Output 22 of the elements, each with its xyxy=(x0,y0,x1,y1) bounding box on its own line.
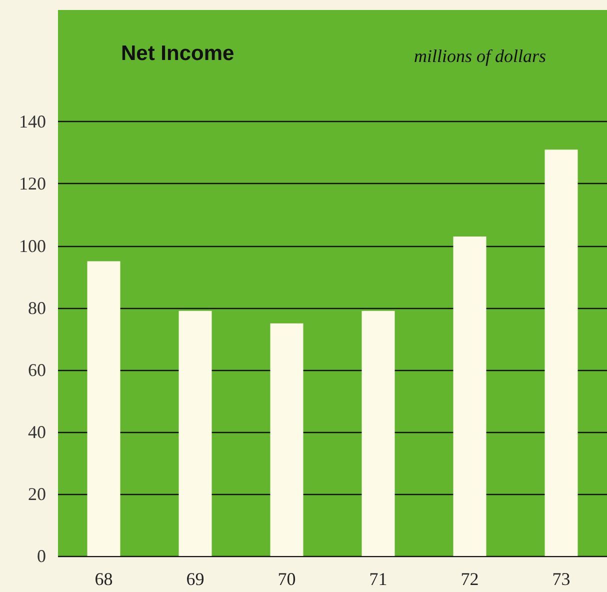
y-tick-label: 140 xyxy=(19,112,46,132)
y-tick-label: 80 xyxy=(28,298,46,318)
y-tick-label: 40 xyxy=(28,422,46,442)
bar xyxy=(453,236,486,556)
y-axis-title: millions of dollars xyxy=(414,46,546,66)
text: Net Income xyxy=(121,42,234,65)
x-tick-label: 71 xyxy=(369,569,388,589)
x-tick-label: 68 xyxy=(94,569,113,589)
x-tick-label: 69 xyxy=(186,569,204,589)
bar xyxy=(87,261,120,556)
y-tick-label: 100 xyxy=(19,236,46,256)
y-tick-label: 20 xyxy=(28,484,46,504)
bar xyxy=(362,310,395,556)
x-tick-label: 70 xyxy=(278,569,296,589)
bar xyxy=(270,323,304,556)
x-tick-label: 73 xyxy=(552,569,570,589)
y-tick-label: 120 xyxy=(19,174,46,194)
y-tick-label: 0 xyxy=(37,546,46,566)
bar xyxy=(544,150,578,556)
bar xyxy=(178,310,212,556)
y-tick-label: 60 xyxy=(28,360,46,380)
x-tick-label: 72 xyxy=(460,569,479,589)
